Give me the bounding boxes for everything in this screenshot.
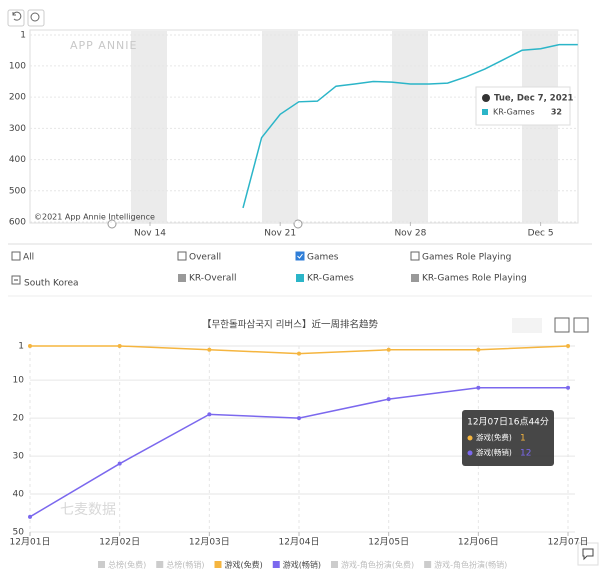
filter-label: South Korea [24,279,79,289]
data-point [207,347,212,352]
data-point [297,416,302,421]
globe-icon [482,94,490,102]
y-tick-label: 10 [13,376,25,386]
x-tick-label: Nov 14 [134,229,166,239]
legend-swatch [98,561,105,568]
watermark: 七麦数据 [60,502,116,518]
checkbox[interactable] [295,251,305,261]
tooltip-series: KR-Games [493,108,535,117]
tooltip-box [475,86,571,126]
tooltip-box [462,410,554,466]
download-button[interactable] [573,317,589,333]
watermark: APP ANNIE [70,39,137,52]
legend-label[interactable]: 总榜(免费) [108,560,146,570]
data-point [28,344,32,348]
y-tick-label: 50 [13,528,25,538]
y-tick-label: 500 [9,186,26,196]
data-point [297,351,302,356]
legend-label[interactable]: 游戏(畅销) [283,560,321,570]
checkbox[interactable] [410,251,420,261]
filter-label: Games Role Playing [422,253,511,263]
y-tick-label: 100 [9,61,26,71]
tooltip-value: 32 [551,108,562,117]
check-mark [297,253,303,259]
legend-swatch [424,561,432,568]
legend-label[interactable]: 总榜(畅销) [166,560,204,570]
x-tick-label: 12月04日 [279,537,320,548]
legend-swatch [411,274,419,282]
data-point [386,397,391,402]
y-tick-label: 400 [9,155,26,165]
y-tick-label: 1 [18,342,24,352]
tooltip-title: 12月07日16点44分 [467,417,549,428]
legend-label[interactable]: KR-Overall [189,274,236,284]
zoom-button[interactable] [27,9,45,27]
legend-swatch [331,561,338,568]
y-tick-label: 300 [9,124,26,134]
tooltip-value: 12 [520,449,531,459]
view-toggle[interactable] [512,318,542,333]
legend-swatch [296,274,304,282]
legend-label[interactable]: 游戏(免费) [225,560,263,570]
x-tick-label: 12月02日 [99,537,140,548]
y-tick-label: 600 [9,218,26,228]
x-tick-label: 12月01日 [10,537,51,548]
y-tick-label: 40 [13,490,25,500]
legend-label[interactable]: 游戏-角色扮演(畅销) [434,560,507,570]
legend-swatch [214,561,222,568]
checkbox[interactable] [11,251,21,261]
legend-swatch [272,561,280,568]
tooltip-swatch [482,109,488,115]
data-point [566,385,571,390]
data-point [476,385,481,390]
data-point [117,461,122,466]
checkbox[interactable] [177,251,187,261]
x-tick-label: 12月05日 [368,537,409,548]
x-tick-label: 12月07日 [548,537,589,548]
tooltip: Tue, Dec 7, 2021 KR-Games 32 [475,86,574,126]
legend-label[interactable]: 游戏-角色扮演(免费) [341,560,414,570]
legend-label[interactable]: KR-Games Role Playing [422,274,527,284]
data-point [207,412,212,417]
zoom-icon [30,12,40,22]
tooltip-value: 1 [520,434,526,444]
filter-label: Overall [189,253,221,263]
legend-label[interactable]: KR-Games [307,274,354,284]
legend-swatch [178,274,186,282]
y-tick-label: 1 [20,31,26,41]
data-point [28,514,32,519]
tooltip-title: Tue, Dec 7, 2021 [494,94,574,104]
undo-icon [12,11,22,21]
y-tick-label: 200 [9,93,26,103]
tooltip-series: 游戏(免费) [476,432,512,442]
filters: All Overall Games Games Role Playing South K… [11,251,527,289]
image-button[interactable] [554,317,570,333]
y-tick-label: 20 [13,414,25,424]
data-point [476,347,481,352]
data-point [117,344,122,348]
chat-icon [582,548,594,561]
filter-label: Games [307,253,339,263]
x-tick-label: Nov 21 [264,229,296,239]
tooltip-dot [467,435,473,441]
plot-frame [29,29,579,224]
legend-swatch [156,561,164,568]
x-tick-label: Dec 5 [528,229,554,239]
copyright: ©2021 App Annie Intelligence [34,213,155,222]
annotation-marker[interactable] [107,219,117,229]
annotation-marker[interactable] [293,219,303,229]
data-point [386,347,391,352]
chart-title: 【무한돌파삼국지 리버스】近一周排名趋势 [202,319,378,331]
tooltip-series: 游戏(畅销) [476,447,512,457]
series-line [242,43,578,209]
x-tick-label: 12月06日 [458,537,499,548]
y-tick-label: 30 [13,452,25,462]
x-tick-label: 12月03日 [189,537,230,548]
tooltip-dot [467,450,473,456]
x-tick-label: Nov 28 [394,229,426,239]
data-point [566,344,571,348]
filter-label: All [23,253,34,263]
